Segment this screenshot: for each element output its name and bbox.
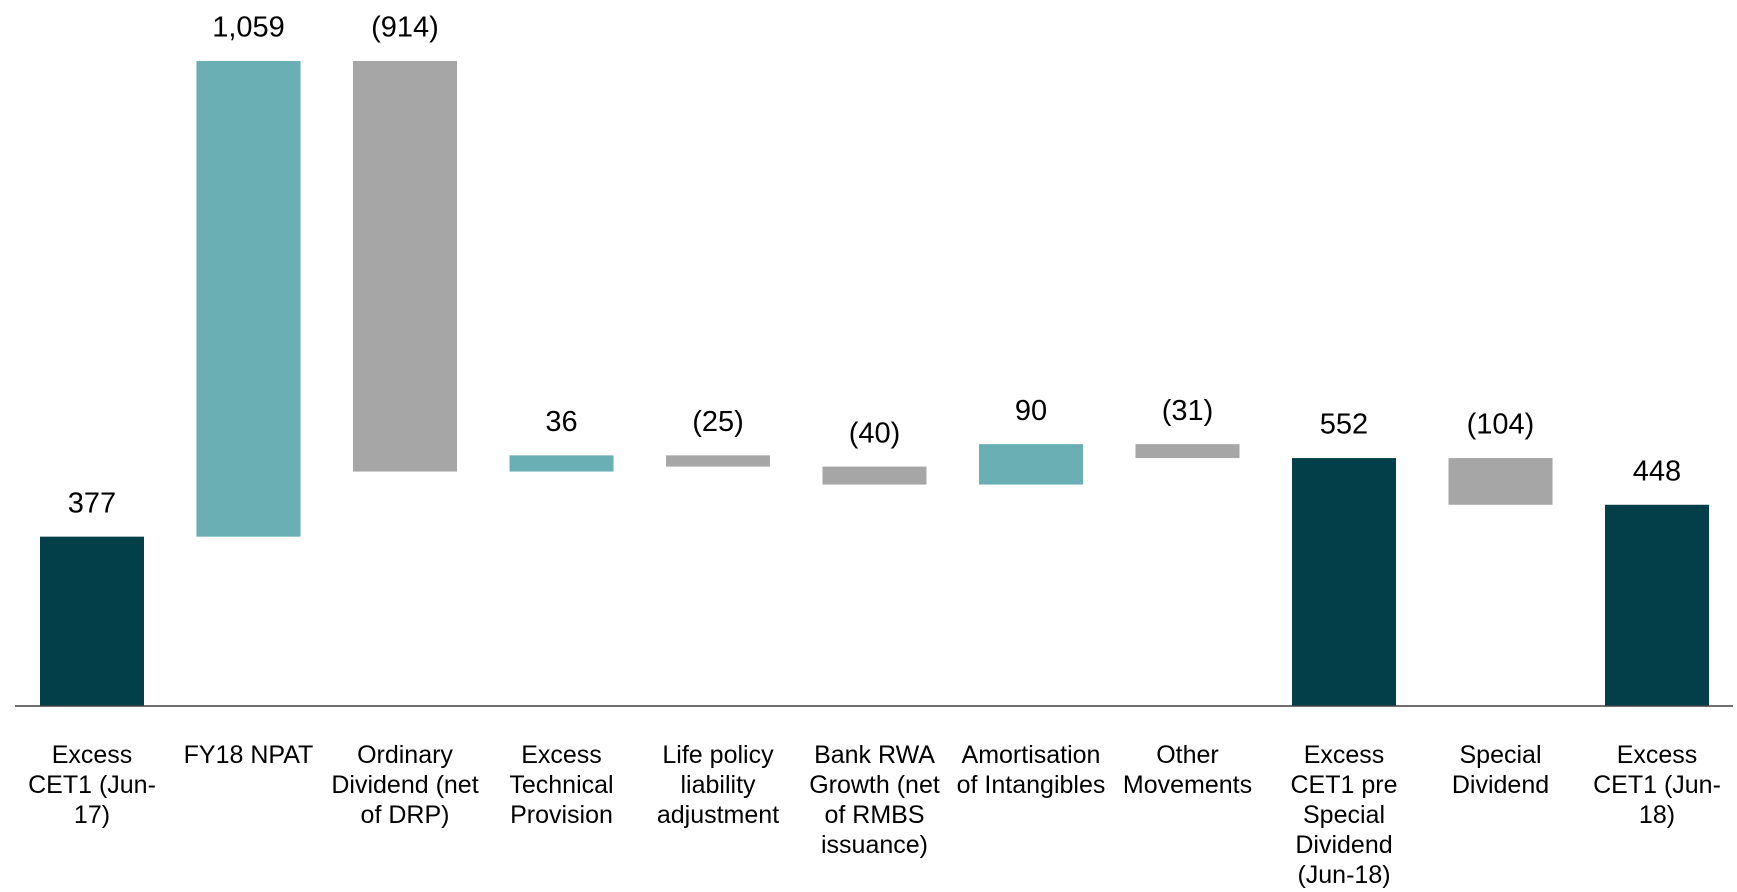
x-tick-label: Life policy liability adjustment bbox=[656, 741, 780, 829]
x-tick-label: Special Dividend bbox=[1451, 741, 1550, 799]
bar bbox=[1605, 504, 1709, 706]
bar bbox=[196, 61, 301, 537]
bar bbox=[1135, 444, 1240, 459]
value-label: (40) bbox=[849, 417, 901, 449]
bar bbox=[666, 455, 770, 467]
value-label: 377 bbox=[68, 487, 116, 519]
value-label: 90 bbox=[1015, 395, 1047, 427]
bar bbox=[1292, 458, 1396, 706]
value-label: 552 bbox=[1320, 409, 1368, 441]
x-tick-label: Bank RWA Growth (net of RMBS issuance) bbox=[809, 741, 940, 859]
bar bbox=[353, 61, 457, 472]
x-tick-label: Excess CET1 (Jun-17) bbox=[28, 741, 156, 829]
x-tick-label: FY18 NPAT bbox=[183, 741, 314, 769]
bar bbox=[979, 444, 1083, 485]
x-tick-label: Ordinary Dividend (net of DRP) bbox=[331, 741, 479, 829]
bar bbox=[509, 455, 614, 472]
x-tick-label: Amortisation of Intangibles bbox=[956, 741, 1106, 799]
value-label: (25) bbox=[692, 406, 744, 438]
bar bbox=[822, 466, 927, 485]
x-tick-label: Excess CET1 pre Special Dividend (Jun-18… bbox=[1290, 741, 1398, 889]
x-tick-label: Other Movements bbox=[1122, 741, 1253, 799]
value-label: (104) bbox=[1467, 409, 1535, 441]
bar bbox=[40, 536, 144, 706]
value-label: (914) bbox=[371, 12, 439, 44]
value-label: 1,059 bbox=[212, 12, 285, 44]
bar bbox=[1448, 458, 1553, 505]
value-label: (31) bbox=[1162, 395, 1214, 427]
x-tick-label: Excess CET1 (Jun-18) bbox=[1593, 741, 1721, 829]
value-label: 448 bbox=[1633, 455, 1681, 487]
x-tick-label: Excess Technical Provision bbox=[509, 741, 614, 829]
value-label: 36 bbox=[545, 406, 577, 438]
